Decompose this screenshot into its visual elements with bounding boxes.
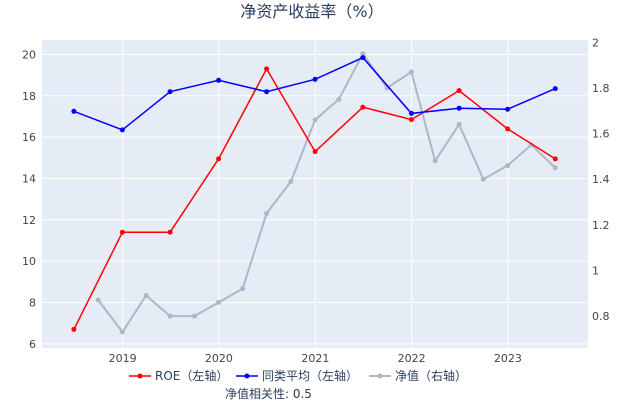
y-right-tick-label: 0.8 [592,310,610,323]
y-right-tick-label: 1.2 [592,219,610,232]
legend: ROE（左轴） 同类平均（左轴） 净值（右轴） [129,368,467,383]
series-0-point[interactable] [71,326,77,332]
x-tick-label: 2019 [109,352,137,365]
axis-ticks: 2019 2020 2021 2022 2023 6 8 10 12 14 16 18 20 0.8 1 1.… [22,36,610,365]
series-1-point[interactable] [71,108,77,114]
series-0-point[interactable] [456,88,462,94]
y-right-tick-label: 1.6 [592,128,610,141]
series-2-point[interactable] [119,329,125,335]
y-left-tick-label: 12 [22,214,36,227]
y-left-tick-label: 16 [22,131,36,144]
series-1-point[interactable] [167,89,173,95]
series-1-point[interactable] [552,86,558,92]
series-0-point[interactable] [505,126,511,132]
series-layer [71,51,558,335]
legend-item-peer-average[interactable]: 同类平均（左轴） [236,368,358,383]
series-1-point[interactable] [360,55,366,61]
y-right-tick-label: 2 [592,36,599,49]
series-1-point[interactable] [408,110,414,116]
series-0-point[interactable] [552,156,558,162]
legend-label-peer-average: 同类平均（左轴） [262,368,358,383]
series-2-point[interactable] [480,176,486,182]
series-0-point[interactable] [216,156,222,162]
series-2-point[interactable] [312,117,318,123]
series-0-point[interactable] [167,229,173,235]
nav-correlation-note: 净值相关性: 0.5 [225,386,312,401]
series-2-point[interactable] [456,121,462,127]
y-left-tick-label: 20 [22,48,36,61]
series-2-point[interactable] [240,286,246,292]
x-tick-label: 2021 [301,352,329,365]
y-left-tick-label: 14 [22,172,36,185]
y-right-tick-label: 1.4 [592,173,610,186]
y-left-tick-label: 10 [22,255,36,268]
series-2-point[interactable] [505,163,511,168]
chart-title: 净资产收益率（%） [240,2,383,21]
series-0-point[interactable] [360,104,366,110]
series-1-point[interactable] [264,89,270,95]
series-0-point[interactable] [312,149,318,155]
y-left-tick-label: 6 [29,338,36,351]
y-left-tick-label: 8 [29,297,36,310]
series-0-point[interactable] [264,66,270,72]
series-1-point[interactable] [216,77,222,83]
series-0-point[interactable] [119,229,125,235]
series-2-point[interactable] [216,299,222,305]
series-2-point[interactable] [95,297,101,303]
series-2-point[interactable] [552,165,558,171]
x-tick-label: 2022 [398,352,426,365]
y-left-tick-label: 18 [22,90,36,103]
series-2-point[interactable] [264,210,270,216]
series-2-line [97,51,556,334]
series-2-point[interactable] [143,293,149,298]
series-1-point[interactable] [456,105,462,111]
series-2-point[interactable] [167,313,173,319]
series-2-point[interactable] [408,69,414,75]
series-2-point[interactable] [191,313,197,319]
series-1-point[interactable] [312,76,318,82]
series-2-point[interactable] [336,96,342,102]
legend-label-roe: ROE（左轴） [155,368,228,383]
legend-item-roe[interactable]: ROE（左轴） [129,368,228,383]
series-1-point[interactable] [505,106,511,112]
y-right-tick-label: 1.8 [592,82,610,95]
legend-item-nav[interactable]: 净值（右轴） [369,368,467,383]
series-2-point[interactable] [432,158,438,164]
x-tick-label: 2020 [205,352,233,365]
grid-lines [42,40,588,348]
series-0-point[interactable] [408,117,414,123]
series-2-point[interactable] [360,51,366,57]
series-1-point[interactable] [119,127,125,133]
x-tick-label: 2023 [494,352,522,365]
y-right-tick-label: 1 [592,264,599,277]
series-2-point[interactable] [288,179,294,184]
legend-label-nav: 净值（右轴） [395,368,467,383]
